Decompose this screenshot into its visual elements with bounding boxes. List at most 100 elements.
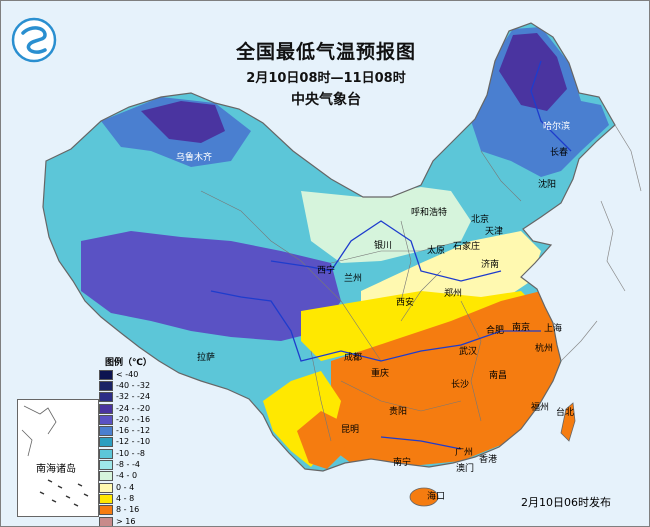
legend-item: -40 - -32: [99, 380, 173, 391]
legend-item: -10 - -8: [99, 448, 173, 459]
legend-item: 8 - 16: [99, 505, 173, 516]
legend-swatch: [99, 403, 113, 414]
city-label: 澳门: [456, 464, 475, 474]
legend-swatch: [99, 448, 113, 459]
legend-swatch: [99, 380, 113, 391]
inset-map: [21, 405, 89, 507]
legend-swatch: [99, 437, 113, 448]
legend-item: -20 - -16: [99, 414, 173, 425]
city-label: 哈尔滨: [543, 122, 571, 132]
legend: 图例（℃） < -40 -40 - -32 -32 - -24 -24 - -20 -2…: [99, 357, 173, 526]
map-title: 全国最低气温预报图: [235, 41, 416, 63]
hainan-island: [409, 487, 439, 507]
issue-time: 2月10日06时发布: [521, 496, 611, 509]
legend-label: -12 - -10: [116, 437, 151, 447]
legend-label: -20 - -16: [116, 414, 151, 424]
legend-label: -24 - -20: [116, 403, 151, 413]
legend-label: > 16: [116, 516, 136, 526]
zone-northeast-core: [499, 33, 567, 111]
city-label: 昆明: [341, 425, 360, 435]
agency-name: 中央气象台: [291, 92, 361, 108]
city-label: 合肥: [486, 326, 505, 336]
taiwan-island: [560, 402, 576, 442]
city-label: 银川: [374, 241, 393, 251]
legend-label: -10 - -8: [116, 448, 146, 458]
zone-yunnan-orange: [297, 411, 345, 469]
china-outline: [42, 22, 616, 472]
city-label: 南京: [512, 323, 531, 333]
legend-swatch: [99, 414, 113, 425]
legend-item: -32 - -24: [99, 392, 173, 403]
legend-item: 4 - 8: [99, 493, 173, 504]
city-label: 广州: [455, 448, 474, 458]
legend-item: -4 - 0: [99, 471, 173, 482]
city-label: 台北: [556, 408, 575, 418]
legend-item: -24 - -20: [99, 403, 173, 414]
forecast-period: 2月10日08时—11日08时: [246, 71, 406, 86]
city-label: 太原: [427, 246, 446, 256]
legend-label: -32 - -24: [116, 392, 151, 402]
legend-label: -8 - -4: [116, 460, 140, 470]
city-label: 福州: [531, 403, 550, 413]
zone-cold-west: [81, 231, 341, 341]
legend-label: -16 - -12: [116, 426, 151, 436]
legend-swatch: [99, 460, 113, 471]
city-label: 拉萨: [197, 353, 216, 363]
legend-swatch: [99, 426, 113, 437]
legend-item: > 16: [99, 516, 173, 526]
city-label: 沈阳: [538, 180, 557, 190]
city-label: 北京: [471, 215, 490, 225]
city-label: 贵阳: [389, 407, 408, 417]
legend-label: < -40: [116, 369, 139, 379]
city-label: 天津: [485, 227, 504, 237]
city-label: 上海: [544, 324, 563, 334]
city-label: 乌鲁木齐: [176, 153, 213, 163]
zone-south-orange: [321, 291, 561, 467]
legend-swatch: [99, 482, 113, 493]
neighbor-coast: [560, 124, 642, 362]
city-label: 西宁: [317, 266, 336, 276]
city-label: 海口: [427, 492, 446, 502]
city-label: 石家庄: [453, 242, 481, 252]
legend-item: 0 - 4: [99, 482, 173, 493]
city-label: 成都: [344, 353, 363, 363]
legend-label: -40 - -32: [116, 380, 151, 390]
legend-swatch: [99, 392, 113, 403]
city-label: 杭州: [535, 344, 554, 354]
south-china-sea-inset: 南海诸岛: [17, 399, 99, 517]
province-borders: [200, 150, 522, 442]
city-label: 香港: [479, 455, 498, 465]
rivers: [210, 60, 572, 450]
legend-label: 4 - 8: [116, 493, 135, 503]
legend-item: < -40: [99, 369, 173, 380]
legend-title: 图例（℃）: [105, 358, 152, 368]
legend-item: -8 - -4: [99, 459, 173, 471]
city-label: 西安: [396, 298, 415, 308]
city-label: 长沙: [451, 380, 470, 390]
cma-logo-icon: [11, 17, 57, 63]
legend-swatch: [99, 471, 113, 482]
inset-label: 南海诸岛: [36, 464, 76, 475]
city-label: 南宁: [393, 458, 412, 468]
city-label: 郑州: [444, 289, 463, 299]
legend-swatch: [99, 369, 113, 380]
city-label: 武汉: [459, 347, 478, 357]
zone-colder-northwest: [141, 101, 225, 143]
zone-central-yellow: [301, 291, 541, 361]
legend-swatch: [99, 516, 113, 526]
legend-label: 0 - 4: [116, 482, 135, 492]
legend-item: -12 - -10: [99, 437, 173, 448]
city-label: 兰州: [344, 274, 363, 284]
city-label: 长春: [550, 148, 569, 158]
legend-swatch: [99, 505, 113, 516]
city-label: 南昌: [489, 371, 508, 381]
city-label: 呼和浩特: [411, 208, 448, 218]
legend-item: -16 - -12: [99, 425, 173, 437]
city-label: 重庆: [371, 369, 390, 379]
legend-swatch: [99, 493, 113, 504]
legend-label: 8 - 16: [116, 505, 140, 515]
legend-label: -4 - 0: [116, 471, 138, 481]
city-label: 济南: [481, 260, 500, 270]
